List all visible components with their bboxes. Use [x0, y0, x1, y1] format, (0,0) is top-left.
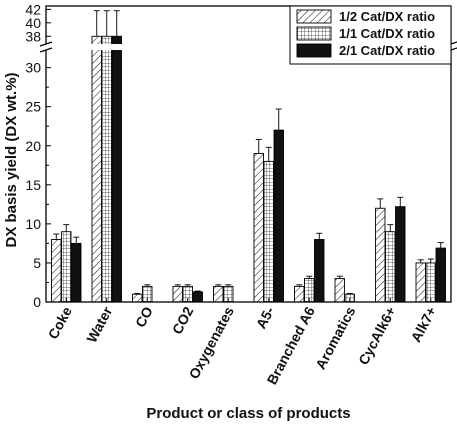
x-tick-label: Alk7+: [408, 304, 440, 345]
axis-break-mark: [39, 47, 53, 53]
x-tick-label: CO2: [169, 304, 197, 337]
x-tick-label: Water: [83, 303, 115, 345]
y-tick-label: 20: [25, 138, 41, 154]
bar: [314, 239, 325, 303]
bar: [51, 239, 62, 303]
plot-frame: [45, 5, 452, 303]
legend-swatch: [296, 26, 332, 41]
bar: [71, 242, 82, 303]
y-tick-label: 30: [25, 60, 41, 76]
legend-label: 1/2 Cat/DX ratio: [339, 9, 435, 24]
legend-swatch: [296, 9, 332, 24]
bar: [213, 285, 224, 303]
y-tick-label: 15: [25, 177, 41, 193]
legend-swatch: [296, 43, 332, 58]
y-tick-label: 40: [25, 15, 41, 31]
y-axis-label: DX basis yield (DX wt.%): [3, 72, 20, 247]
axis-break-gap: [40, 44, 457, 50]
x-tick-label: CO: [132, 304, 156, 330]
legend-label: 2/1 Cat/DX ratio: [339, 43, 435, 58]
bar: [91, 35, 102, 303]
bar: [385, 231, 396, 303]
bar: [395, 206, 406, 303]
y-tick-label: 10: [25, 216, 41, 232]
x-tick-label: CycAlk6+: [355, 304, 399, 368]
bar: [263, 160, 274, 303]
bar: [435, 247, 446, 303]
bar: [111, 35, 122, 303]
bar: [334, 278, 345, 303]
y-tick-label: 42: [25, 1, 41, 17]
y-tick-label: 38: [25, 28, 41, 44]
x-tick-label: Coke: [45, 304, 75, 342]
y-tick-label: 5: [33, 255, 41, 271]
x-axis-label: Product or class of products: [146, 405, 350, 422]
bar: [294, 285, 305, 303]
bar: [273, 129, 284, 303]
x-tick-label: A5-: [253, 304, 278, 332]
axis-break-mark: [39, 41, 53, 47]
y-tick-label: 25: [25, 99, 41, 115]
legend: 1/2 Cat/DX ratio 1/1 Cat/DX ratio 2/1 Cat/…: [289, 5, 452, 65]
bar: [101, 35, 112, 303]
bar: [192, 291, 203, 303]
x-tick-label: Aromatics: [312, 304, 358, 372]
bar: [172, 285, 183, 303]
y-tick-label: 0: [33, 294, 41, 310]
bar: [415, 262, 426, 303]
bar: [375, 207, 386, 303]
legend-label: 1/1 Cat/DX ratio: [339, 26, 435, 41]
bar: [132, 293, 143, 303]
bar: [61, 231, 72, 303]
bar: [253, 153, 264, 303]
bar: [425, 262, 436, 303]
